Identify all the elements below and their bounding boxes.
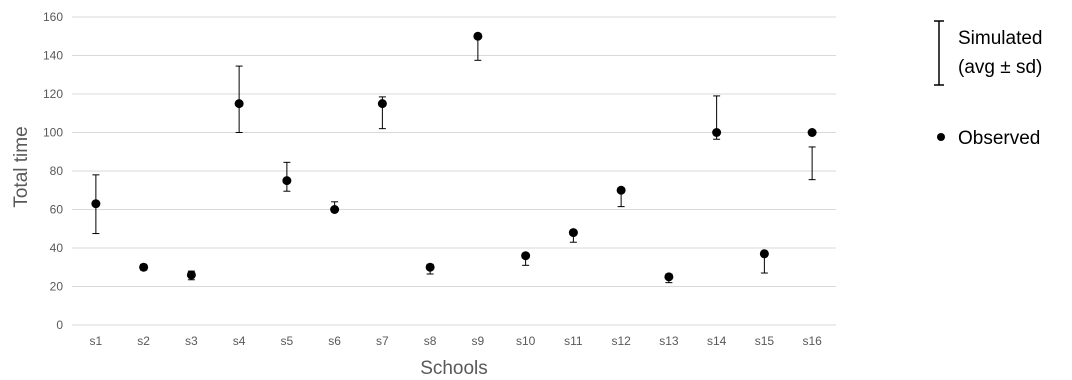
observed-point: [521, 251, 531, 261]
observed-point: [759, 249, 769, 259]
x-tick-label: s15: [755, 334, 775, 348]
x-tick-label: s7: [376, 334, 389, 348]
y-tick-label: 160: [43, 10, 63, 24]
x-tick-label: s11: [564, 334, 583, 348]
y-tick-label: 60: [50, 203, 64, 217]
observed-point: [568, 228, 578, 238]
error-bar: [808, 146, 816, 181]
legend-observed-symbol: [937, 133, 945, 141]
observed-point: [330, 205, 340, 214]
x-tick-label: s12: [611, 334, 631, 348]
x-axis-title: Schools: [420, 358, 488, 379]
x-tick-label: s9: [472, 334, 485, 348]
y-tick-label: 40: [50, 241, 64, 255]
y-tick-label: 100: [43, 126, 63, 140]
observed-point: [807, 128, 817, 137]
legend-simulated-sublabel: (avg ± sd): [958, 57, 1042, 78]
legend-simulated-symbol: [934, 20, 944, 86]
x-tick-label: s4: [233, 334, 246, 348]
x-tick-label: s10: [516, 334, 536, 348]
x-tick-label: s8: [424, 334, 437, 348]
observed-point: [139, 262, 149, 272]
legend-observed-label: Observed: [958, 128, 1040, 149]
observed-point: [616, 185, 626, 195]
observed-point: [186, 270, 196, 280]
observed-series: [91, 31, 817, 282]
observed-point: [282, 176, 292, 186]
legend-simulated-label: Simulated: [958, 28, 1043, 49]
observed-point: [712, 128, 722, 137]
y-tick-label: 0: [56, 318, 63, 332]
y-tick-label: 80: [50, 164, 64, 178]
y-tick-label: 20: [50, 280, 64, 294]
y-tick-label: 120: [43, 87, 63, 101]
x-tick-label: s3: [185, 334, 198, 348]
x-tick-label: s1: [90, 334, 103, 348]
observed-point: [91, 199, 101, 209]
x-tick-label: s5: [281, 334, 294, 348]
x-tick-label: s6: [328, 334, 341, 348]
observed-point: [473, 31, 483, 41]
legend: Simulated (avg ± sd) Observed: [934, 20, 1043, 149]
x-tick-label: s16: [802, 334, 822, 348]
simulated-series: [92, 33, 816, 284]
gridlines: [72, 16, 836, 326]
observed-point: [664, 272, 674, 282]
x-tick-label: s13: [659, 334, 679, 348]
observed-point: [234, 99, 244, 109]
y-axis-ticks: 0 20 40 60 80 100 120 140 160: [43, 10, 63, 332]
x-tick-label: s14: [707, 334, 727, 348]
x-axis-ticks: s1 s2 s3 s4 s5 s6 s7 s8 s9 s10 s11 s12 s13 s14 s15 s16: [90, 334, 823, 348]
y-axis-title: Total time: [11, 126, 32, 207]
y-tick-label: 140: [43, 49, 63, 63]
x-tick-label: s2: [137, 334, 150, 348]
observed-point: [377, 99, 387, 109]
observed-point: [425, 262, 435, 272]
